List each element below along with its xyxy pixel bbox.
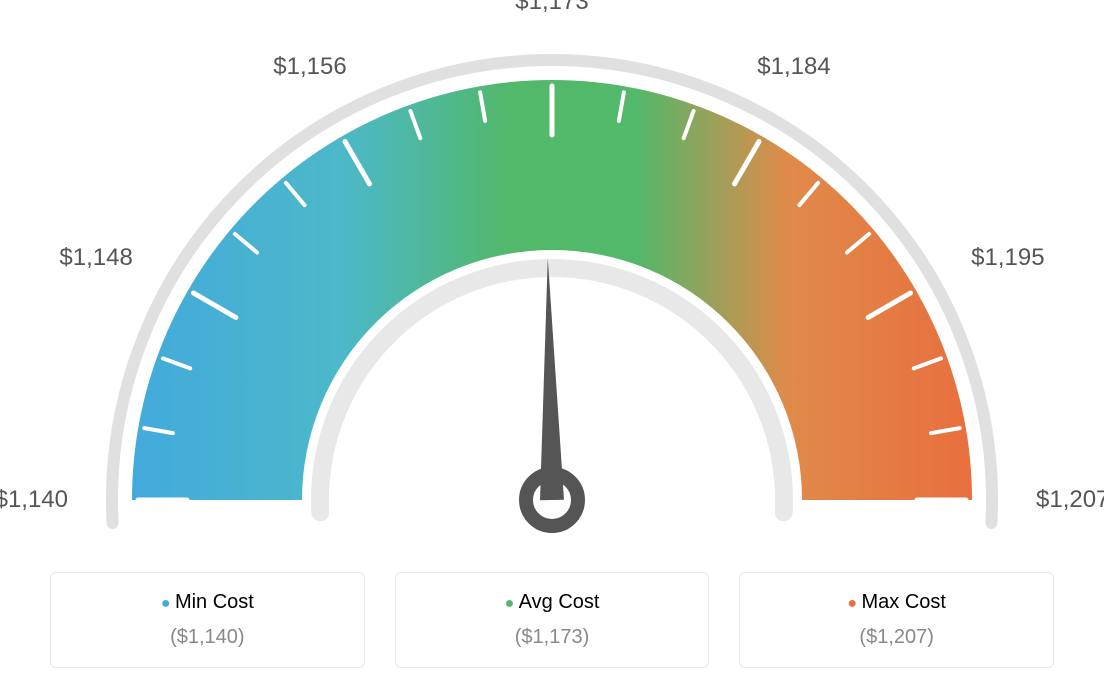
legend-value-max: ($1,207): [760, 626, 1033, 649]
legend-value-min: ($1,140): [71, 626, 344, 649]
gauge-tick-label: $1,140: [0, 486, 68, 514]
gauge-tick-label: $1,184: [757, 53, 830, 81]
legend-card-max: Max Cost ($1,207): [739, 572, 1054, 668]
gauge-tick-label: $1,207: [1036, 486, 1104, 514]
gauge-tick-label: $1,173: [515, 0, 588, 16]
legend-card-min: Min Cost ($1,140): [50, 572, 365, 668]
gauge-tick-label: $1,148: [59, 244, 132, 272]
gauge-tick-label: $1,195: [971, 244, 1044, 272]
legend-row: Min Cost ($1,140) Avg Cost ($1,173) Max …: [40, 572, 1064, 668]
gauge-svg: [40, 30, 1064, 570]
gauge-chart-container: $1,140 $1,148 $1,156 $1,173 $1,184 $1,195 $1,2…: [0, 0, 1104, 690]
legend-title-min: Min Cost: [71, 591, 344, 614]
gauge-area: $1,140$1,148$1,156$1,173$1,184$1,195$1,2…: [40, 20, 1064, 560]
legend-title-max: Max Cost: [760, 591, 1033, 614]
gauge-tick-label: $1,156: [273, 53, 346, 81]
legend-value-avg: ($1,173): [416, 626, 689, 649]
legend-title-avg: Avg Cost: [416, 591, 689, 614]
legend-card-avg: Avg Cost ($1,173): [395, 572, 710, 668]
